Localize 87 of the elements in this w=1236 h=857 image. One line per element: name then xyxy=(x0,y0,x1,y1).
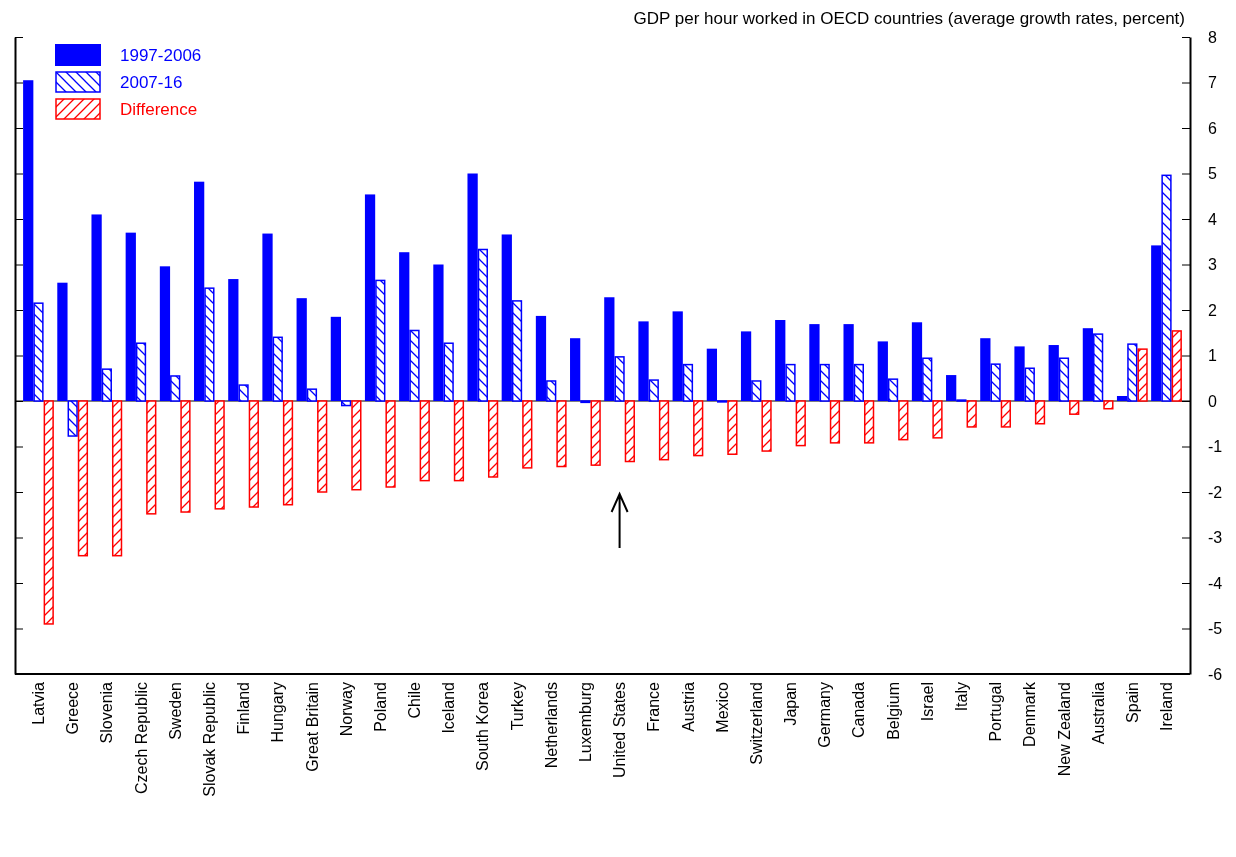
bar xyxy=(1171,330,1182,402)
y-tick-label: 7 xyxy=(1208,74,1217,92)
bar xyxy=(180,400,191,513)
x-tick-label: Turkey xyxy=(508,682,526,731)
bar xyxy=(214,400,225,510)
x-tick-label: Spain xyxy=(1123,682,1141,723)
x-tick-label: Austria xyxy=(679,681,697,732)
x-tick-label: Netherlands xyxy=(542,682,560,769)
x-tick-label: South Korea xyxy=(474,681,492,771)
bar xyxy=(1034,400,1046,425)
y-tick-label: 4 xyxy=(1208,210,1217,228)
x-tick-label: Luxemburg xyxy=(577,682,595,763)
x-tick-label: New Zealand xyxy=(1055,682,1073,777)
x-tick-label: Norway xyxy=(337,682,355,737)
x-tick-label: Belgium xyxy=(884,682,902,740)
x-tick-label: Latvia xyxy=(30,681,48,725)
x-tick-label: Japan xyxy=(782,682,800,726)
x-tick-label: Slovenia xyxy=(98,681,116,744)
y-tick-label: -1 xyxy=(1208,438,1223,456)
y-tick-label: 2 xyxy=(1208,301,1217,319)
x-tick-label: Germany xyxy=(816,682,834,748)
x-tick-label: Israel xyxy=(918,682,936,722)
bar xyxy=(693,400,704,457)
x-tick-label: Hungary xyxy=(269,682,287,743)
bar xyxy=(1137,348,1148,402)
y-tick-label: 8 xyxy=(1208,28,1217,46)
bar xyxy=(727,400,738,455)
bar xyxy=(351,400,362,491)
bar xyxy=(624,400,635,463)
y-tick-label: -6 xyxy=(1208,665,1223,683)
x-tick-label: Mexico xyxy=(713,681,731,733)
bar xyxy=(248,400,259,508)
x-tick-label: Switzerland xyxy=(747,682,765,765)
y-tick-label: -2 xyxy=(1208,483,1223,501)
x-tick-label: Slovak Republic xyxy=(201,682,218,797)
legend-label: 2007-16 xyxy=(120,73,183,92)
bar xyxy=(864,400,875,444)
legend-label: Difference xyxy=(120,100,198,119)
x-tick-label: Portugal xyxy=(987,682,1005,742)
bar xyxy=(590,400,601,466)
x-tick-label: Denmark xyxy=(1021,681,1039,747)
bar xyxy=(658,400,670,461)
bar xyxy=(43,400,54,625)
x-tick-label: Chile xyxy=(406,681,424,719)
bar xyxy=(282,400,294,506)
bar xyxy=(146,400,157,515)
y-tick-label: 6 xyxy=(1208,119,1217,137)
y-tick-label: -3 xyxy=(1208,529,1223,547)
x-tick-label: Iceland xyxy=(440,682,458,734)
y-tick-label: 3 xyxy=(1208,256,1217,274)
x-tick-label: France xyxy=(645,681,663,732)
legend-label: 1997-2006 xyxy=(120,46,202,65)
x-tick-label: Canada xyxy=(850,681,868,739)
bar xyxy=(1069,400,1080,415)
bar xyxy=(898,400,909,441)
x-tick-label: Finland xyxy=(235,682,253,735)
bar xyxy=(419,400,430,482)
bar xyxy=(77,400,89,557)
bar xyxy=(795,400,806,447)
y-tick-label: -4 xyxy=(1208,574,1223,592)
chart-title: GDP per hour worked in OECD countries (average growth rates, percent) xyxy=(633,9,1185,28)
bar xyxy=(829,400,841,444)
x-tick-label: Great Britain xyxy=(303,682,321,772)
x-tick-label: Greece xyxy=(64,681,82,735)
x-tick-label: United States xyxy=(611,682,629,779)
bar xyxy=(453,400,465,482)
bar xyxy=(761,400,772,452)
bar xyxy=(522,400,533,469)
x-tick-label: Czech Republic xyxy=(132,682,150,795)
y-tick-label: 1 xyxy=(1208,347,1217,365)
bar xyxy=(487,400,499,478)
x-tick-label: Australia xyxy=(1089,681,1107,745)
y-tick-label: 0 xyxy=(1208,392,1217,410)
x-tick-label: Sweden xyxy=(166,682,184,740)
x-tick-label: Poland xyxy=(371,682,389,732)
bar xyxy=(111,400,123,557)
bar xyxy=(1103,400,1114,410)
bar xyxy=(1000,400,1011,428)
bar xyxy=(385,400,396,488)
bar xyxy=(932,400,943,439)
y-tick-label: 5 xyxy=(1208,165,1217,183)
x-tick-label: Ireland xyxy=(1158,682,1176,731)
bar xyxy=(556,400,567,468)
x-tick-label: Italy xyxy=(953,682,971,712)
y-tick-label: -5 xyxy=(1208,620,1223,638)
bar xyxy=(317,400,328,493)
bar xyxy=(966,400,977,428)
